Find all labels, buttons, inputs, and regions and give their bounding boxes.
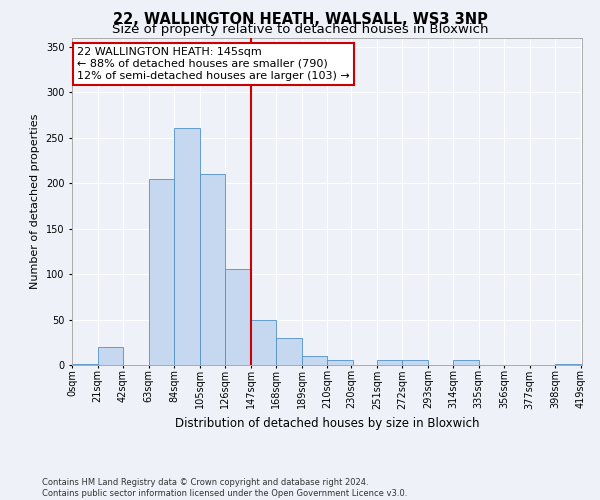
Text: 22, WALLINGTON HEATH, WALSALL, WS3 3NP: 22, WALLINGTON HEATH, WALSALL, WS3 3NP — [113, 12, 487, 28]
Bar — [453, 360, 479, 365]
Bar — [199, 174, 225, 365]
Bar — [251, 320, 276, 365]
Bar — [97, 347, 123, 365]
X-axis label: Distribution of detached houses by size in Bloxwich: Distribution of detached houses by size … — [175, 417, 479, 430]
Bar — [402, 360, 428, 365]
Bar — [377, 360, 402, 365]
Bar — [327, 360, 353, 365]
Bar — [72, 364, 97, 365]
Bar — [174, 128, 199, 365]
Text: Contains HM Land Registry data © Crown copyright and database right 2024.
Contai: Contains HM Land Registry data © Crown c… — [42, 478, 407, 498]
Text: Size of property relative to detached houses in Bloxwich: Size of property relative to detached ho… — [112, 22, 488, 36]
Y-axis label: Number of detached properties: Number of detached properties — [30, 114, 40, 289]
Bar — [302, 356, 327, 365]
Bar — [555, 364, 581, 365]
Bar — [276, 338, 302, 365]
Bar — [149, 178, 174, 365]
Bar — [225, 270, 251, 365]
Text: 22 WALLINGTON HEATH: 145sqm
← 88% of detached houses are smaller (790)
12% of se: 22 WALLINGTON HEATH: 145sqm ← 88% of det… — [77, 48, 350, 80]
